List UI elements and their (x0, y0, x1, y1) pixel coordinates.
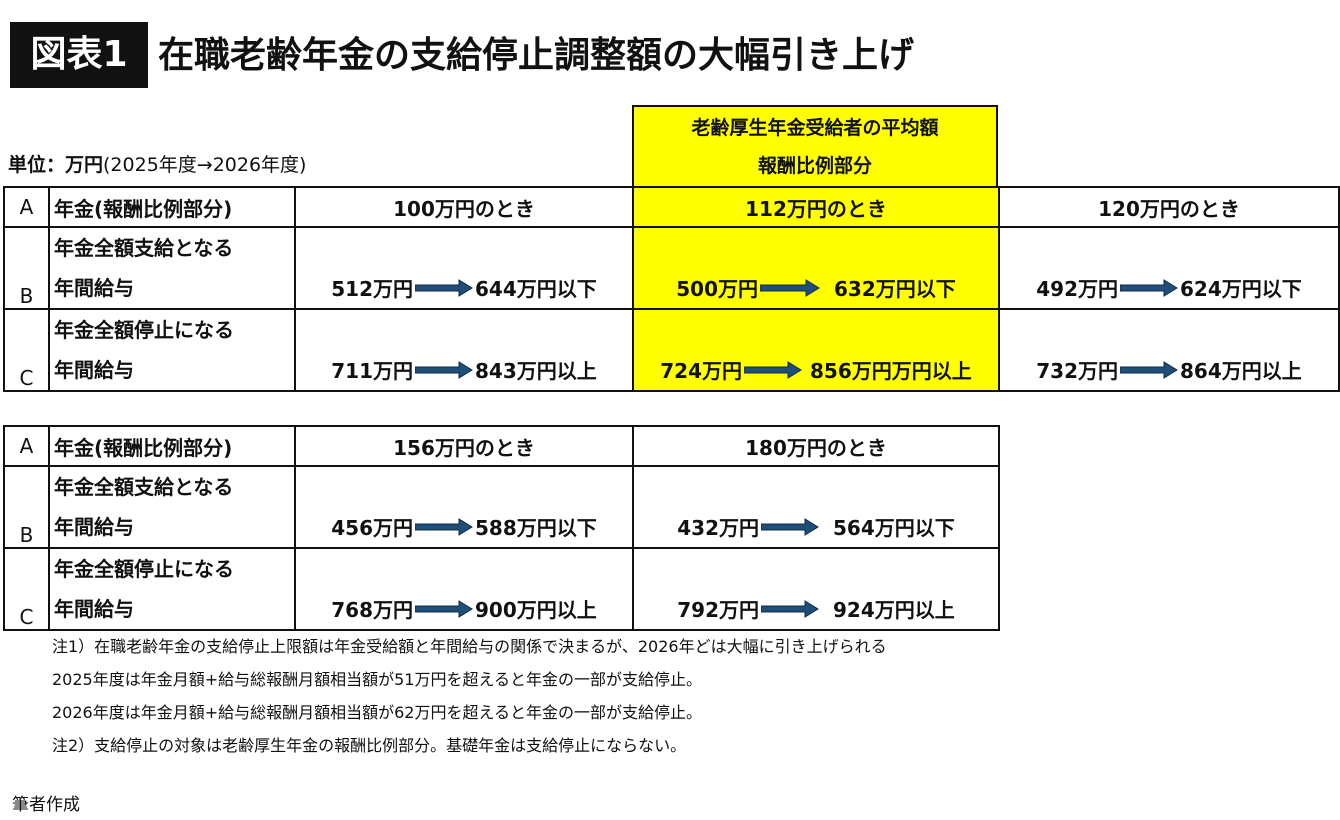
from-value: 492万円 (1036, 277, 1118, 301)
arrow-icon (1120, 278, 1178, 297)
pension-table-1: A 年金(報酬比例部分) 100万円のとき 112万円のとき 120万円のとき … (3, 186, 1340, 392)
table-row: B 年金全額支給となる 年間給与 456万円 588万円以下 432万円 564万円以… (3, 465, 1000, 549)
unit-note: 単位：万円(2025年度→2026年度) (8, 150, 306, 177)
row-letter-b: B (3, 226, 50, 310)
from-value: 768万円 (331, 598, 413, 622)
arrow-icon (415, 278, 473, 297)
value-cell: 732万円 864万円以上 (998, 308, 1340, 392)
row-label-full-stop: 年金全額停止になる 年間給与 (48, 547, 296, 631)
table-row: A 年金(報酬比例部分) 156万円のとき 180万円のとき (3, 425, 1000, 467)
from-value: 711万円 (331, 359, 413, 383)
to-value: 624万円以下 (1180, 277, 1302, 301)
average-header-line1: 老齢厚生年金受給者の平均額 (691, 117, 939, 139)
row-letter-b: B (3, 465, 50, 549)
notes: 注1）在職老齢年金の支給停止上限額は年金受給額と年間給与の関係で決まるが、202… (52, 630, 887, 762)
col-header: 100万円のとき (294, 186, 634, 228)
col-header: 156万円のとき (294, 425, 634, 467)
arrow-icon (761, 517, 819, 536)
value-cell: 456万円 588万円以下 (294, 465, 634, 549)
col-header: 180万円のとき (632, 425, 1000, 467)
arrow-icon (415, 360, 473, 379)
row-letter-c: C (3, 308, 50, 392)
to-value: 900万円以上 (475, 598, 597, 622)
from-value: 792万円 (677, 598, 759, 622)
value-cell: 724万円 856万円万円以上 (632, 308, 1000, 392)
row-label-line2: 年間給与 (54, 358, 134, 382)
pension-table-2: A 年金(報酬比例部分) 156万円のとき 180万円のとき B 年金全額支給と… (3, 425, 1000, 631)
figure-tag: 図表1 (10, 22, 148, 88)
to-value: 856万円万円以上 (810, 359, 972, 383)
unit-label: 単位：万円 (8, 154, 104, 176)
row-letter-a: A (3, 425, 50, 467)
row-label-line1: 年金全額支給となる (54, 475, 234, 499)
row-label-pension: 年金(報酬比例部分) (48, 186, 296, 228)
table-row: C 年金全額停止になる 年間給与 768万円 900万円以上 792万円 924万円以… (3, 547, 1000, 631)
row-label-line2: 年間給与 (54, 515, 134, 539)
to-value: 924万円以上 (833, 598, 955, 622)
note-3: 2026年度は年金月額+給与総報酬月額相当額が62万円を超えると年金の一部が支給… (52, 703, 703, 722)
arrow-icon (744, 360, 802, 379)
arrow-icon (415, 599, 473, 618)
table-row: A 年金(報酬比例部分) 100万円のとき 112万円のとき 120万円のとき (3, 186, 1340, 228)
to-value: 843万円以上 (475, 359, 597, 383)
arrow-icon (415, 517, 473, 536)
unit-period: (2025年度→2026年度) (103, 154, 307, 176)
col-header: 112万円のとき (632, 186, 1000, 228)
value-cell: 432万円 564万円以下 (632, 465, 1000, 549)
from-value: 512万円 (331, 277, 413, 301)
row-label-line1: 年金全額停止になる (54, 318, 234, 342)
row-label-line1: 年金全額支給となる (54, 236, 234, 260)
row-label-pension: 年金(報酬比例部分) (48, 425, 296, 467)
note-4: 注2）支給停止の対象は老齢厚生年金の報酬比例部分。基礎年金は支給停止にならない。 (52, 736, 687, 755)
note-2: 2025年度は年金月額+給与総報酬月額相当額が51万円を超えると年金の一部が支給… (52, 670, 703, 689)
from-value: 456万円 (331, 516, 413, 540)
row-label-line2: 年間給与 (54, 597, 134, 621)
row-label-full-stop: 年金全額停止になる 年間給与 (48, 308, 296, 392)
to-value: 864万円以上 (1180, 359, 1302, 383)
arrow-icon (761, 599, 819, 618)
to-value: 564万円以下 (833, 516, 955, 540)
arrow-icon (1120, 360, 1178, 379)
table-row: B 年金全額支給となる 年間給与 512万円 644万円以下 500万円 632万円以… (3, 226, 1340, 310)
to-value: 632万円以下 (834, 277, 956, 301)
row-letter-c: C (3, 547, 50, 631)
to-value: 588万円以下 (475, 516, 597, 540)
value-cell: 492万円 624万円以下 (998, 226, 1340, 310)
value-cell: 792万円 924万円以上 (632, 547, 1000, 631)
from-value: 732万円 (1036, 359, 1118, 383)
from-value: 432万円 (677, 516, 759, 540)
from-value: 500万円 (676, 277, 758, 301)
arrow-icon (760, 278, 820, 297)
col-header: 120万円のとき (998, 186, 1340, 228)
average-header-line2: 報酬比例部分 (757, 155, 872, 177)
value-cell: 711万円 843万円以上 (294, 308, 634, 392)
average-header: 老齢厚生年金受給者の平均額 報酬比例部分 (632, 105, 998, 187)
note-1: 注1）在職老齢年金の支給停止上限額は年金受給額と年間給与の関係で決まるが、202… (52, 637, 887, 656)
value-cell: 768万円 900万円以上 (294, 547, 634, 631)
row-label-line1: 年金全額停止になる (54, 557, 234, 581)
author-credit: 筆者作成 (12, 795, 80, 815)
row-letter-a: A (3, 186, 50, 228)
table-row: C 年金全額停止になる 年間給与 711万円 843万円以上 724万円 856万円万… (3, 308, 1340, 392)
row-label-line2: 年間給与 (54, 276, 134, 300)
value-cell: 500万円 632万円以下 (632, 226, 1000, 310)
row-label-full-payment: 年金全額支給となる 年間給与 (48, 465, 296, 549)
page-title: 在職老齢年金の支給停止調整額の大幅引き上げ (158, 35, 915, 76)
to-value: 644万円以下 (475, 277, 597, 301)
row-label-full-payment: 年金全額支給となる 年間給与 (48, 226, 296, 310)
value-cell: 512万円 644万円以下 (294, 226, 634, 310)
from-value: 724万円 (660, 359, 742, 383)
